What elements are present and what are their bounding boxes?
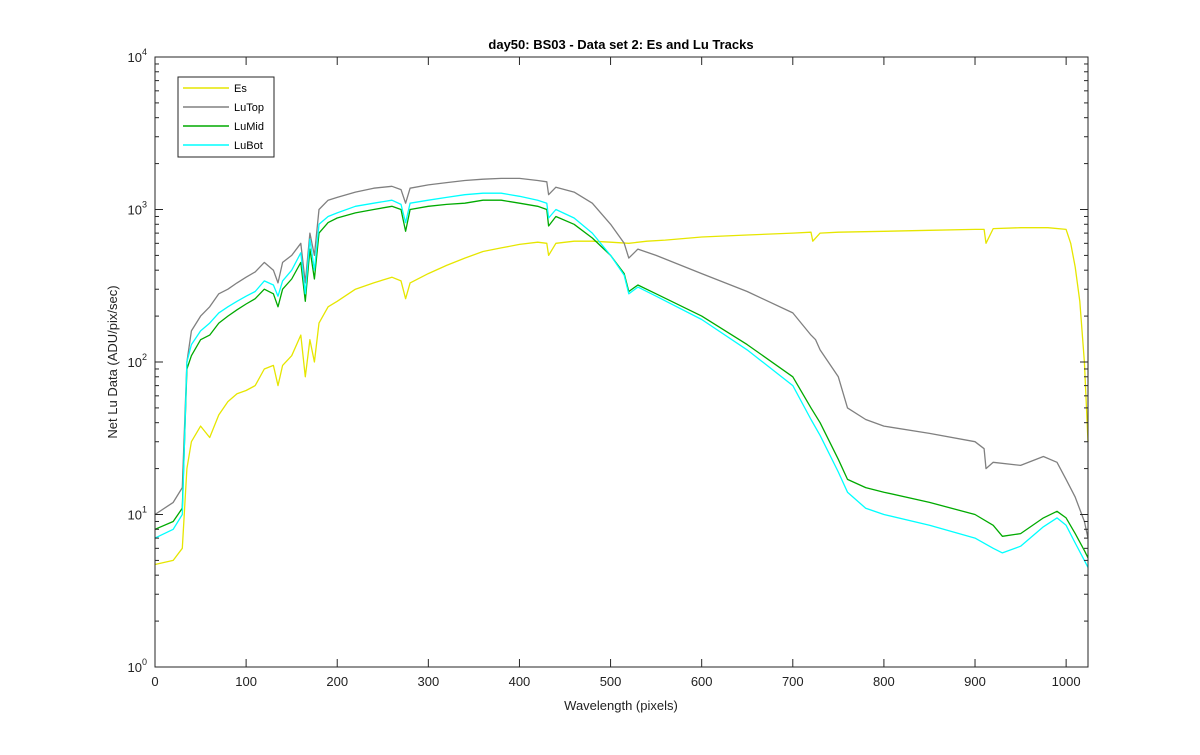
series-line-lutop — [154, 177, 1089, 539]
y-tick-label: 103 — [128, 200, 147, 218]
legend-label-lumid: LuMid — [234, 121, 264, 133]
y-tick-base: 10 — [128, 660, 142, 675]
y-axis-label: Net Lu Data (ADU/pix/sec) — [105, 285, 120, 438]
legend: Es LuTop LuMid LuBot — [177, 76, 275, 158]
x-tick-label: 300 — [417, 674, 439, 689]
chart-title: day50: BS03 - Data set 2: Es and Lu Trac… — [488, 37, 753, 52]
x-tick-label: 900 — [964, 674, 986, 689]
x-tick-label: 1000 — [1052, 674, 1081, 689]
x-tick-label: 500 — [600, 674, 622, 689]
y-tick-exponent: 1 — [142, 505, 147, 515]
y-tick-exponent: 3 — [142, 200, 147, 210]
y-tick-label: 100 — [128, 657, 147, 675]
y-tick-label: 102 — [128, 352, 147, 370]
x-tick-label: 0 — [151, 674, 158, 689]
y-tick-label: 101 — [128, 505, 147, 523]
y-tick-exponent: 4 — [142, 47, 147, 57]
x-tick-label: 400 — [509, 674, 531, 689]
y-tick-base: 10 — [128, 508, 142, 523]
y-tick-exponent: 0 — [142, 657, 147, 667]
x-tick-label: 200 — [326, 674, 348, 689]
x-axis-label: Wavelength (pixels) — [564, 698, 678, 713]
y-tick-base: 10 — [128, 355, 142, 370]
x-tick-label: 600 — [691, 674, 713, 689]
legend-box — [177, 76, 275, 158]
y-tick-base: 10 — [128, 203, 142, 218]
legend-label-es: Es — [234, 83, 247, 95]
x-tick-label: 100 — [235, 674, 257, 689]
legend-label-lubot: LuBot — [234, 140, 263, 152]
y-tick-label: 104 — [128, 47, 147, 65]
series-group — [154, 177, 1089, 568]
x-tick-label: 800 — [873, 674, 895, 689]
y-tick-exponent: 2 — [142, 352, 147, 362]
x-tick-label: 700 — [782, 674, 804, 689]
legend-label-lutop: LuTop — [234, 102, 264, 114]
plot-area — [155, 57, 1088, 667]
x-axis-ticks: 0 100 200 300 400 500 600 700 800 900 1000 — [151, 57, 1081, 689]
series-line-es — [154, 227, 1089, 566]
series-line-lubot — [154, 192, 1089, 568]
y-tick-base: 10 — [128, 50, 142, 65]
series-line-lumid — [154, 199, 1089, 559]
